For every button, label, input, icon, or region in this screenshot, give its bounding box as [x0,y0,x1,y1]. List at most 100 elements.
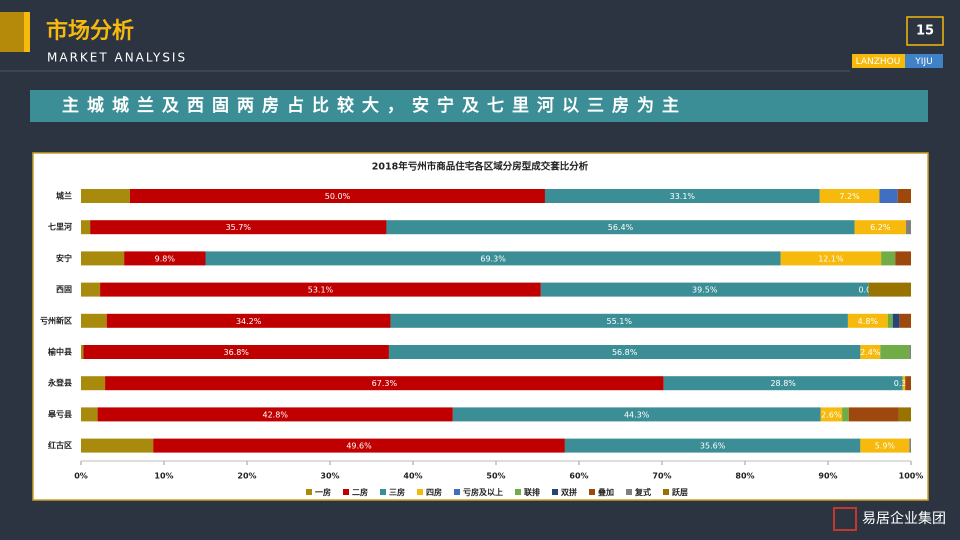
data-label: 6.2% [870,223,891,232]
y-tick-label: 红古区 [48,440,72,450]
chart: 0% 10% 20% 30% 40% 50% 60% 70% 80% 90% 100% 城兰 50.0%… [40,189,923,497]
bar-segment [106,313,391,328]
data-label: 69.3% [480,254,506,263]
bar-segment [902,376,906,391]
bar-segment [895,251,911,266]
bar-segment [906,220,911,235]
bar-segment [129,189,545,203]
bar-segment [386,220,855,235]
data-label: 35.7% [226,223,252,232]
data-label: 55.1% [607,317,633,326]
y-tick-label: 榆中县 [48,347,72,357]
x-tick-label: 70% [652,472,671,481]
data-label: 39.5% [692,286,718,295]
legend-label: 四房 [426,487,442,497]
bar-segment [854,220,907,235]
bar-segment [81,189,130,203]
data-label: 28.8% [770,379,796,388]
city-tag [852,54,905,68]
legend-label: 双拼 [561,487,577,497]
y-tick-label: 安宁 [56,253,72,263]
bar-segment [452,407,821,422]
bar-segment [81,407,98,422]
data-label: 9.8% [155,254,176,263]
data-label: 34.2% [236,317,262,326]
data-label: 2.4% [860,348,881,357]
bar-segment [540,282,869,297]
legend-swatch [454,489,460,495]
y-tick-label: 亏州新区 [40,315,72,325]
bar-segment [81,313,107,328]
x-tick-label: 60% [569,472,588,481]
legend-swatch [417,489,423,495]
data-label: 0.3% [894,379,915,388]
headline: 主城城兰及西固两房占比较大，安宁及七里河以三房为主 [62,95,687,116]
bar-segment [81,282,101,297]
bar-segment [81,376,106,391]
bar-segment [81,345,84,359]
logo-text: 易居企业集团 [862,510,946,527]
bar-segment [880,345,910,359]
y-tick-label: 七里河 [48,222,72,232]
x-tick-label: 10% [154,472,173,481]
bar-segment [81,220,91,235]
legend-label: 跃层 [672,487,688,497]
legend-swatch [306,489,312,495]
bar-segment [897,189,911,203]
legend-label: 联排 [524,487,540,497]
x-tick-label: 80% [735,472,754,481]
accent-bar [0,12,24,52]
data-label: 36.8% [223,348,249,357]
logo-mark [833,507,857,531]
data-label: 12.1% [818,254,844,263]
brand-label: YIJU [914,57,932,67]
data-label: 5.9% [875,442,896,451]
bar-segment [909,345,911,359]
bar-segment [390,313,848,328]
data-label: 56.8% [612,348,638,357]
legend-label: 叠加 [598,487,614,497]
bar-segment [388,345,861,359]
bar-segment [860,438,910,453]
data-label: 2.6% [821,410,842,419]
bar-segment [663,376,903,391]
legend-swatch [380,489,386,495]
bar-segment [881,251,896,266]
data-label: 44.3% [624,410,650,419]
data-label: 4.8% [858,317,879,326]
y-tick-label: 西固 [56,285,72,294]
x-tick-label: 0% [74,472,88,481]
legend-swatch [589,489,595,495]
bar-segment [124,251,206,266]
bar-segment [905,376,911,391]
accent-bar [24,12,30,52]
legend-swatch [552,489,558,495]
data-label: 33.1% [670,192,696,201]
bar-segment [887,313,893,328]
data-label: 42.8% [263,410,289,419]
bar-segment [909,438,911,453]
legend-label: 一房 [315,487,331,497]
x-tick-label: 20% [237,472,256,481]
slide-subtitle: MARKET ANALYSIS [47,51,187,65]
x-tick-label: 40% [403,472,422,481]
slide-title: 市场分析 [46,18,134,44]
bar-segment [820,407,843,422]
bar-segment [819,189,880,203]
data-label: 50.0% [325,192,351,201]
legend-swatch [663,489,669,495]
bar-segment [100,282,541,297]
page-box [906,16,944,46]
chart-title: 2018年亏州市商品住宅各区域分房型成交套比分析 [372,161,589,173]
bar-segment [205,251,781,266]
bar-segment [892,313,900,328]
bar-segment [898,407,911,422]
bar-segment [105,376,664,391]
legend-label: 三房 [389,487,405,497]
y-tick-label: 永登县 [47,378,72,388]
data-label: 56.4% [608,223,634,232]
data-label: 7.2% [839,192,860,201]
legend-label: 二房 [352,487,368,497]
